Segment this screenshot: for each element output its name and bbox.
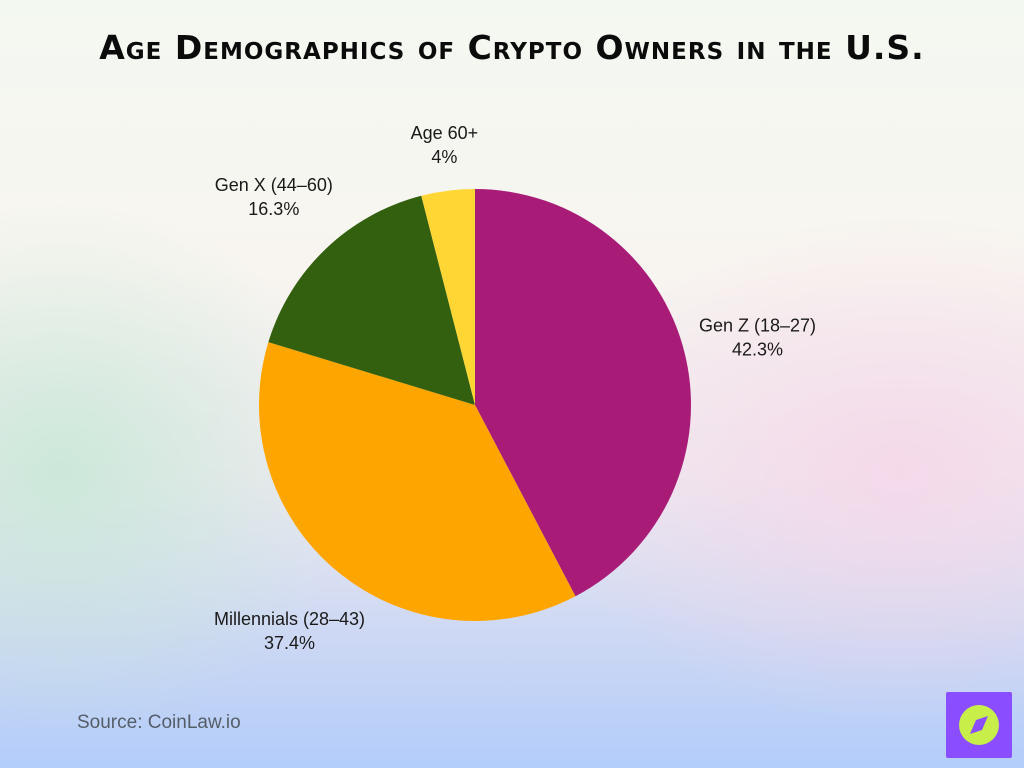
pie-slice-millennials-28-43 [258,342,576,622]
slice-value-gen-z-18-27: 42.3% [732,339,783,359]
compass-icon [970,716,988,734]
slice-label-millennials-28-43: Millennials (28–43) [214,609,365,629]
pie-slice-gen-z-18-27 [475,189,692,597]
slice-value-millennials-28-43: 37.4% [264,633,315,653]
brand-logo [946,692,1012,758]
pie-slice-gen-x-44-60 [268,195,475,405]
slice-label-gen-z-18-27: Gen Z (18–27) [699,315,816,335]
slice-labels: Gen Z (18–27) 42.3% Millennials (28–43) 37.… [214,123,816,653]
slice-label-gen-x-44-60: Gen X (44–60) [215,175,333,195]
slice-value-gen-x-44-60: 16.3% [248,199,299,219]
slice-label-age-60: Age 60+ [411,123,479,143]
pie-slice-age-60 [421,189,475,405]
chart-title: Age Demographics of Crypto Owners in the… [99,28,925,67]
slice-value-age-60: 4% [431,147,457,167]
source-text: Source: CoinLaw.io [77,712,241,733]
pie-slices [258,189,692,622]
